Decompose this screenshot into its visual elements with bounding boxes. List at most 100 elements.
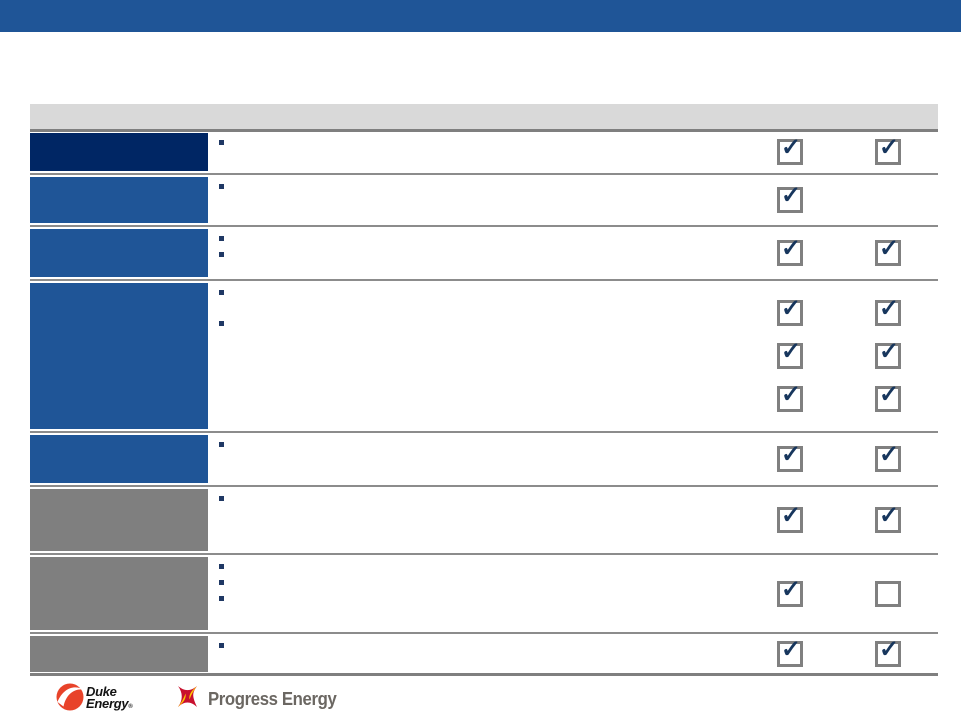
check-mark-icon: ✓ [879, 295, 900, 322]
check-column-2 [875, 176, 901, 224]
row-3: ✓ ✓ [30, 228, 938, 278]
row-5: ✓ ✓ [30, 434, 938, 484]
bullet-icon [219, 643, 224, 648]
checkbox-checked[interactable]: ✓ [777, 637, 803, 667]
row-6: ✓ ✓ [30, 488, 938, 552]
bullet-icon [219, 236, 224, 241]
row-category-cell [30, 557, 208, 630]
table-header-row [30, 104, 938, 132]
check-column-1: ✓ [777, 228, 803, 278]
checkbox-checked[interactable]: ✓ [777, 382, 803, 412]
bullet-icon [219, 140, 224, 145]
bullet-list [208, 228, 938, 268]
checkbox-checked[interactable]: ✓ [777, 442, 803, 472]
checkbox-checked[interactable]: ✓ [875, 236, 901, 266]
check-column-2 [875, 556, 901, 631]
check-mark-icon: ✓ [879, 636, 900, 663]
checkbox-checked[interactable]: ✓ [777, 576, 803, 607]
check-column-2: ✓ [875, 488, 901, 552]
row-category-cell [30, 283, 208, 429]
bullet-list [208, 282, 938, 352]
checkbox-checked[interactable]: ✓ [777, 183, 803, 213]
check-mark-icon: ✓ [781, 134, 802, 161]
check-mark-icon: ✓ [879, 381, 900, 408]
checkbox-checked[interactable]: ✓ [875, 382, 901, 412]
check-column-1: ✓ [777, 132, 803, 172]
row-content-cell: ✓ [208, 556, 938, 631]
checkbox-checked[interactable]: ✓ [777, 339, 803, 369]
check-mark-icon: ✓ [781, 338, 802, 365]
duke-energy-wordmark: Duke Energy® [86, 683, 133, 711]
check-mark-icon: ✓ [879, 235, 900, 262]
check-mark-icon: ✓ [781, 441, 802, 468]
bullet-icon [219, 252, 224, 257]
progress-energy-wordmark: Progress Energy [208, 688, 337, 709]
table-body: ✓ ✓ ✓ ✓ ✓ ✓ ✓ ✓ ✓ ✓ ✓ ✓ ✓ [30, 132, 938, 676]
bullet-icon [219, 290, 224, 295]
check-mark-icon: ✓ [781, 381, 802, 408]
row-category-cell [30, 133, 208, 171]
checkbox-checked[interactable]: ✓ [875, 135, 901, 165]
comparison-table: ✓ ✓ ✓ ✓ ✓ ✓ ✓ ✓ ✓ ✓ ✓ ✓ ✓ [30, 104, 938, 676]
duke-energy-logo: Duke Energy® [55, 682, 133, 717]
bullet-icon [219, 321, 224, 326]
bullet-list [208, 488, 938, 507]
check-column-2: ✓ [875, 635, 901, 673]
checkbox-checked[interactable]: ✓ [875, 296, 901, 326]
row-content-cell: ✓ ✓ [208, 635, 938, 673]
row-category-cell [30, 489, 208, 551]
row-8: ✓ ✓ [30, 635, 938, 673]
checkbox-checked[interactable]: ✓ [777, 296, 803, 326]
bullet-list [208, 434, 938, 453]
row-content-cell: ✓ ✓ [208, 434, 938, 484]
bullet-icon [219, 184, 224, 189]
check-column-2: ✓ [875, 434, 901, 484]
checkbox-checked[interactable]: ✓ [875, 503, 901, 533]
checkbox-checked[interactable]: ✓ [875, 339, 901, 369]
row-1: ✓ ✓ [30, 132, 938, 172]
bullet-icon [219, 442, 224, 447]
row-content-cell: ✓ ✓ [208, 228, 938, 278]
check-column-1: ✓ [777, 635, 803, 673]
row-content-cell: ✓ ✓ [208, 132, 938, 172]
bullet-icon [219, 496, 224, 501]
row-7: ✓ [30, 556, 938, 631]
bullet-list [208, 556, 938, 612]
row-4: ✓ ✓ ✓ ✓ ✓ ✓ [30, 282, 938, 430]
row-category-cell [30, 229, 208, 277]
checkbox-checked[interactable]: ✓ [777, 135, 803, 165]
check-column-2: ✓ [875, 228, 901, 278]
check-mark-icon: ✓ [781, 636, 802, 663]
progress-pinwheel-icon [174, 683, 202, 715]
row-category-cell [30, 177, 208, 223]
check-column-2: ✓ [875, 132, 901, 172]
registered-mark: ® [128, 703, 133, 710]
check-column-2: ✓ ✓ ✓ [875, 282, 901, 430]
check-column-1: ✓ [777, 434, 803, 484]
bullet-list [208, 132, 938, 151]
bullet-icon [219, 564, 224, 569]
checkbox-checked[interactable]: ✓ [777, 236, 803, 266]
checkbox-checked[interactable]: ✓ [777, 503, 803, 533]
row-content-cell: ✓ ✓ [208, 488, 938, 552]
check-mark-icon: ✓ [781, 182, 802, 209]
title-bar [0, 0, 961, 32]
checkbox-checked[interactable]: ✓ [875, 442, 901, 472]
row-content-cell: ✓ [208, 176, 938, 224]
checkbox-empty[interactable] [875, 580, 901, 607]
check-column-1: ✓ [777, 176, 803, 224]
row-content-cell: ✓ ✓ ✓ ✓ ✓ ✓ [208, 282, 938, 430]
check-mark-icon: ✓ [781, 295, 802, 322]
check-mark-icon: ✓ [879, 502, 900, 529]
check-mark-icon: ✓ [781, 235, 802, 262]
bullet-list [208, 176, 938, 195]
bullet-icon [219, 580, 224, 585]
row-category-cell [30, 435, 208, 483]
check-mark-icon: ✓ [879, 134, 900, 161]
row-2: ✓ [30, 176, 938, 224]
row-category-cell [30, 636, 208, 672]
check-column-1: ✓ [777, 488, 803, 552]
checkbox-checked[interactable]: ✓ [875, 637, 901, 667]
check-column-1: ✓ [777, 556, 803, 631]
